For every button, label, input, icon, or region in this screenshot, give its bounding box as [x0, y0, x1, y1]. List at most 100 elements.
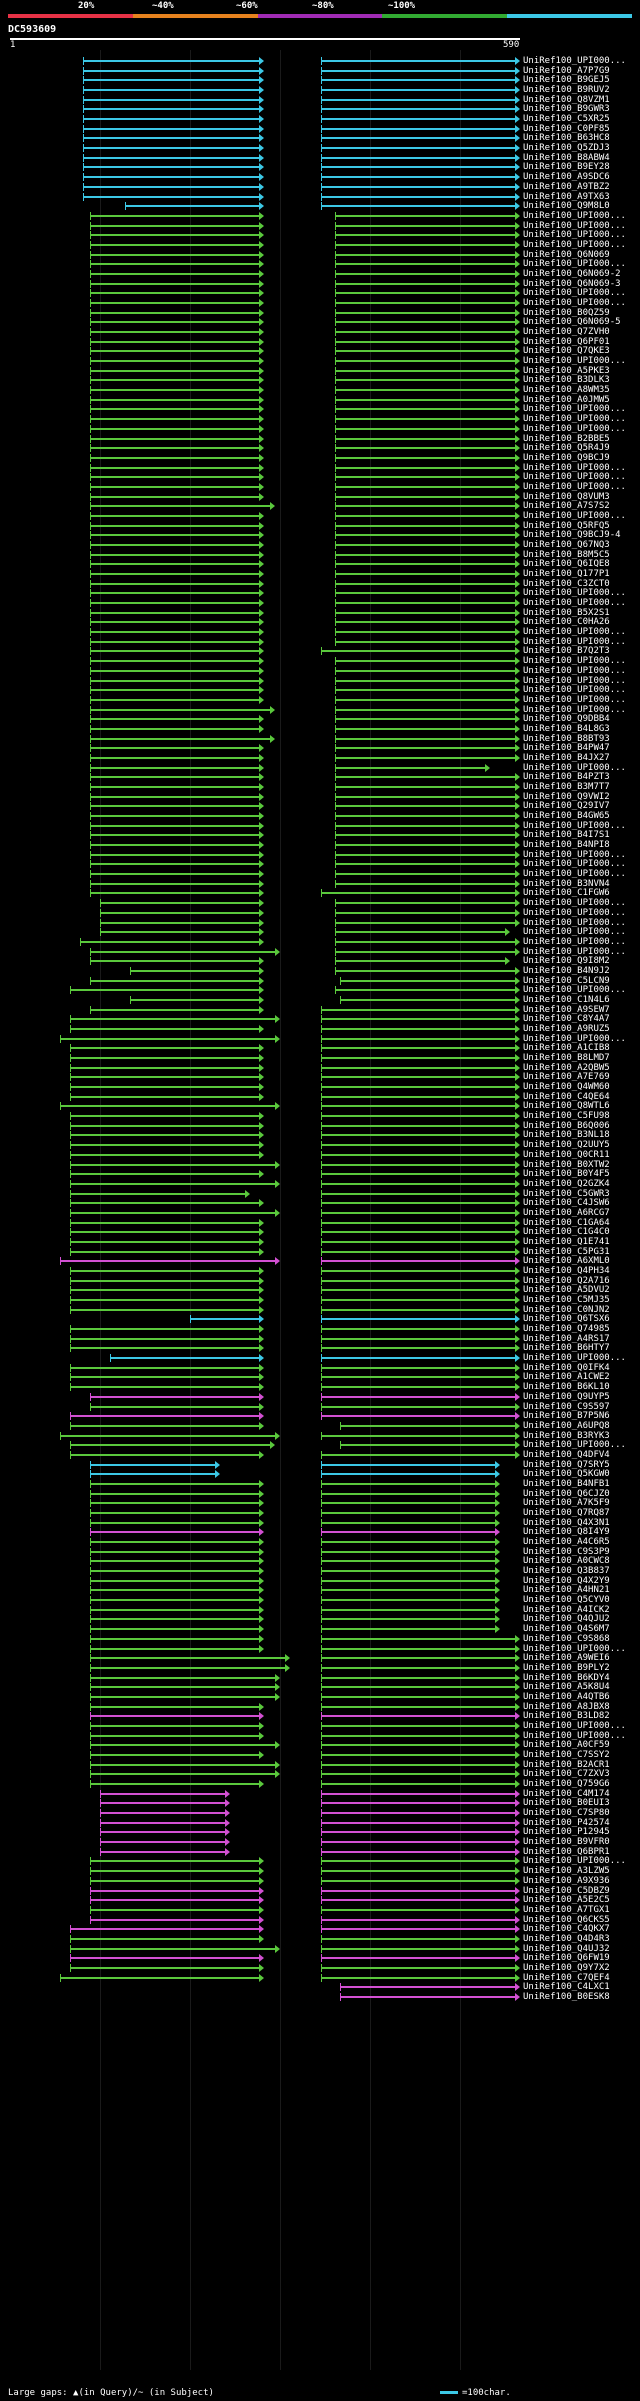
hit-link[interactable]: UniRef100_Q9Y7X2 — [523, 1963, 610, 1973]
hit-link[interactable]: UniRef100_UPI000... — [523, 908, 626, 918]
hit-link[interactable]: UniRef100_UPI000... — [523, 676, 626, 686]
hit-link[interactable]: UniRef100_A9TX63 — [523, 192, 610, 202]
hit-link[interactable]: UniRef100_C1FGW6 — [523, 888, 610, 898]
hit-link[interactable]: UniRef100_UPI000... — [523, 666, 626, 676]
hit-link[interactable]: UniRef100_Q6N069 — [523, 250, 610, 260]
hit-link[interactable]: UniRef100_Q4DFV4 — [523, 1450, 610, 1460]
hit-link[interactable]: UniRef100_B6KDY4 — [523, 1673, 610, 1683]
hit-link[interactable]: UniRef100_B3DLK3 — [523, 375, 610, 385]
hit-link[interactable]: UniRef100_B2BBE5 — [523, 434, 610, 444]
hit-link[interactable]: UniRef100_B9GEJ5 — [523, 75, 610, 85]
hit-link[interactable]: UniRef100_Q4S6M7 — [523, 1624, 610, 1634]
hit-link[interactable]: UniRef100_Q8WTL6 — [523, 1101, 610, 1111]
hit-link[interactable]: UniRef100_B6KL10 — [523, 1382, 610, 1392]
hit-link[interactable]: UniRef100_B8BT93 — [523, 734, 610, 744]
hit-link[interactable]: UniRef100_UPI000... — [523, 1644, 626, 1654]
hit-link[interactable]: UniRef100_Q9DBB4 — [523, 714, 610, 724]
hit-link[interactable]: UniRef100_A6XML0 — [523, 1256, 610, 1266]
hit-link[interactable]: UniRef100_B3NL18 — [523, 1130, 610, 1140]
hit-link[interactable]: UniRef100_Q6N069-3 — [523, 279, 621, 289]
hit-link[interactable]: UniRef100_Q0IFK4 — [523, 1363, 610, 1373]
hit-link[interactable]: UniRef100_Q4X3N1 — [523, 1518, 610, 1528]
hit-link[interactable]: UniRef100_Q6PF01 — [523, 337, 610, 347]
hit-link[interactable]: UniRef100_UPI000... — [523, 927, 626, 937]
hit-link[interactable]: UniRef100_UPI000... — [523, 637, 626, 647]
hit-link[interactable]: UniRef100_UPI000... — [523, 472, 626, 482]
hit-link[interactable]: UniRef100_UPI000... — [523, 298, 626, 308]
hit-link[interactable]: UniRef100_Q6CJZ0 — [523, 1489, 610, 1499]
hit-link[interactable]: UniRef100_A8JBX8 — [523, 1702, 610, 1712]
hit-link[interactable]: UniRef100_A1CWE2 — [523, 1372, 610, 1382]
hit-link[interactable]: UniRef100_UPI000... — [523, 259, 626, 269]
hit-link[interactable]: UniRef100_Q6N069-5 — [523, 317, 621, 327]
hit-link[interactable]: UniRef100_Q9UYP5 — [523, 1392, 610, 1402]
hit-link[interactable]: UniRef100_UPI000... — [523, 1034, 626, 1044]
hit-link[interactable]: UniRef100_A4ICK2 — [523, 1605, 610, 1615]
hit-link[interactable]: UniRef100_B4NPI8 — [523, 840, 610, 850]
hit-link[interactable]: UniRef100_Q29IV7 — [523, 801, 610, 811]
hit-link[interactable]: UniRef100_Q8I4Y9 — [523, 1527, 610, 1537]
hit-link[interactable]: UniRef100_UPI000... — [523, 588, 626, 598]
hit-link[interactable]: UniRef100_A5DVU2 — [523, 1285, 610, 1295]
hit-link[interactable]: UniRef100_C7QEF4 — [523, 1973, 610, 1983]
hit-link[interactable]: UniRef100_UPI000... — [523, 356, 626, 366]
hit-link[interactable]: UniRef100_UPI000... — [523, 898, 626, 908]
hit-link[interactable]: UniRef100_Q4UJ32 — [523, 1944, 610, 1954]
hit-link[interactable]: UniRef100_Q67NQ3 — [523, 540, 610, 550]
hit-link[interactable]: UniRef100_A6RCG7 — [523, 1208, 610, 1218]
hit-link[interactable]: UniRef100_UPI000... — [523, 230, 626, 240]
hit-link[interactable]: UniRef100_C5MJ35 — [523, 1295, 610, 1305]
hit-link[interactable]: UniRef100_A7E769 — [523, 1072, 610, 1082]
hit-link[interactable]: UniRef100_B0ESK8 — [523, 1992, 610, 2002]
hit-link[interactable]: UniRef100_B9EY28 — [523, 162, 610, 172]
hit-link[interactable]: UniRef100_A9SDC6 — [523, 172, 610, 182]
hit-link[interactable]: UniRef100_UPI000... — [523, 947, 626, 957]
hit-link[interactable]: UniRef100_UPI000... — [523, 221, 626, 231]
hit-link[interactable]: UniRef100_B9GWR3 — [523, 104, 610, 114]
hit-link[interactable]: UniRef100_C1GA64 — [523, 1218, 610, 1228]
hit-link[interactable]: UniRef100_A4C6R5 — [523, 1537, 610, 1547]
hit-link[interactable]: UniRef100_UPI000... — [523, 288, 626, 298]
hit-link[interactable]: UniRef100_Q7SRY5 — [523, 1460, 610, 1470]
hit-link[interactable]: UniRef100_C3ZCT0 — [523, 579, 610, 589]
hit-link[interactable]: UniRef100_B0Y4F5 — [523, 1169, 610, 1179]
hit-link[interactable]: UniRef100_UPI000... — [523, 869, 626, 879]
hit-link[interactable]: UniRef100_B4PW47 — [523, 743, 610, 753]
hit-link[interactable]: UniRef100_Q4QJU2 — [523, 1614, 610, 1624]
hit-link[interactable]: UniRef100_UPI000... — [523, 56, 626, 66]
hit-link[interactable]: UniRef100_Q177P1 — [523, 569, 610, 579]
hit-link[interactable]: UniRef100_B6HTY7 — [523, 1343, 610, 1353]
hit-link[interactable]: UniRef100_B7P5N6 — [523, 1411, 610, 1421]
hit-link[interactable]: UniRef100_UPI000... — [523, 414, 626, 424]
hit-link[interactable]: UniRef100_B4NFB1 — [523, 1479, 610, 1489]
hit-link[interactable]: UniRef100_A2QBW5 — [523, 1063, 610, 1073]
hit-link[interactable]: UniRef100_B4GW65 — [523, 811, 610, 821]
hit-link[interactable]: UniRef100_C4M174 — [523, 1789, 610, 1799]
hit-link[interactable]: UniRef100_UPI000... — [523, 918, 626, 928]
hit-link[interactable]: UniRef100_B0XTW2 — [523, 1160, 610, 1170]
hit-link[interactable]: UniRef100_B9RUV2 — [523, 85, 610, 95]
hit-link[interactable]: UniRef100_Q8VUM3 — [523, 492, 610, 502]
hit-link[interactable]: UniRef100_C0HA26 — [523, 617, 610, 627]
hit-link[interactable]: UniRef100_C5XR25 — [523, 114, 610, 124]
hit-link[interactable]: UniRef100_B8ABW4 — [523, 153, 610, 163]
hit-link[interactable]: UniRef100_Q3B837 — [523, 1566, 610, 1576]
hit-link[interactable]: UniRef100_Q9BCJ9 — [523, 453, 610, 463]
hit-link[interactable]: UniRef100_Q2GZK4 — [523, 1179, 610, 1189]
hit-link[interactable]: UniRef100_Q5R4J9 — [523, 443, 610, 453]
hit-link[interactable]: UniRef100_C5PG31 — [523, 1247, 610, 1257]
hit-link[interactable]: UniRef100_UPI000... — [523, 985, 626, 995]
hit-link[interactable]: UniRef100_UPI000... — [523, 763, 626, 773]
hit-link[interactable]: UniRef100_Q9M8L0 — [523, 201, 610, 211]
hit-link[interactable]: UniRef100_Q6TSX6 — [523, 1314, 610, 1324]
hit-link[interactable]: UniRef100_Q4PH34 — [523, 1266, 610, 1276]
hit-link[interactable]: UniRef100_A5PKE3 — [523, 366, 610, 376]
hit-link[interactable]: UniRef100_C9S868 — [523, 1634, 610, 1644]
hit-link[interactable]: UniRef100_UPI000... — [523, 705, 626, 715]
hit-link[interactable]: UniRef100_B3NVN4 — [523, 879, 610, 889]
hit-link[interactable]: UniRef100_C7SP80 — [523, 1808, 610, 1818]
hit-link[interactable]: UniRef100_B7Q2T3 — [523, 646, 610, 656]
hit-link[interactable]: UniRef100_Q7QKE3 — [523, 346, 610, 356]
hit-link[interactable]: UniRef100_B3M7T7 — [523, 782, 610, 792]
hit-link[interactable]: UniRef100_UPI000... — [523, 656, 626, 666]
